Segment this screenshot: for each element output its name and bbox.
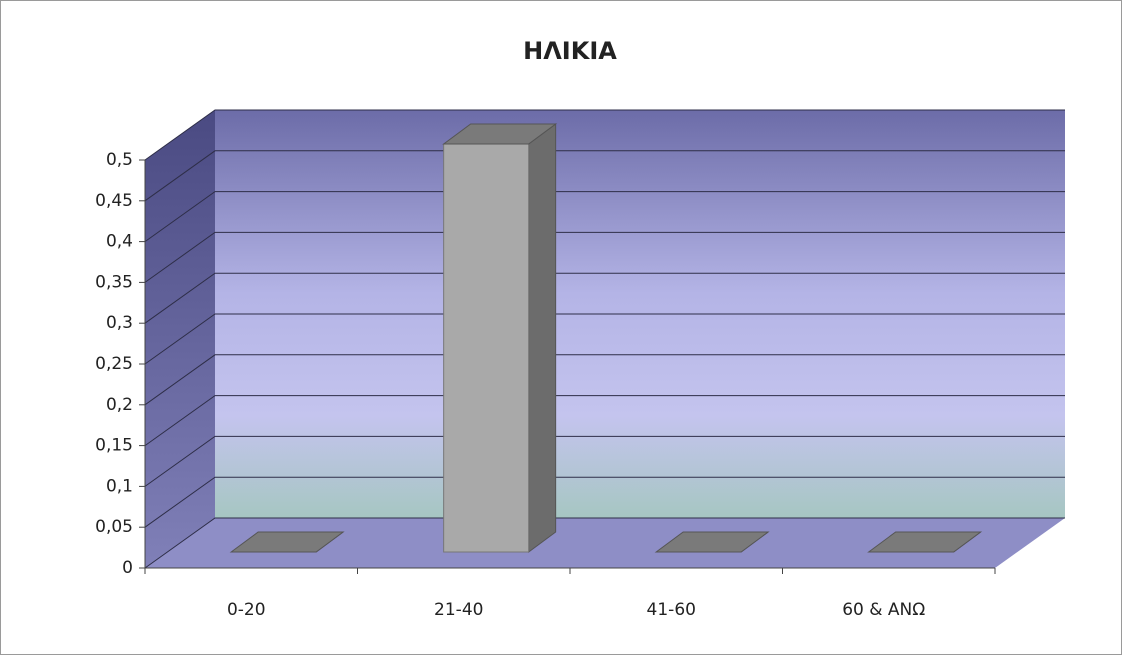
bar [443, 143, 530, 553]
bar-top [654, 531, 770, 553]
grid-line [144, 272, 1065, 324]
y-tick-label: 0,15 [95, 436, 133, 456]
x-tick-label: 41-60 [647, 600, 696, 620]
grid-line [144, 476, 1065, 528]
grid-line [144, 354, 1065, 406]
chart-title: ΗΛΙΚΙΑ [523, 37, 617, 65]
grid-line [144, 517, 1065, 569]
bar-side [528, 123, 557, 553]
x-tick-label: 21-40 [434, 600, 483, 620]
grid-line [144, 191, 1065, 243]
grid-line [144, 109, 1065, 161]
y-tick-label: 0,3 [106, 313, 133, 333]
bar-top [229, 531, 345, 553]
y-tick-label: 0,45 [95, 191, 133, 211]
grid-line [144, 231, 1065, 283]
grid-line [144, 150, 1065, 202]
grid-line [144, 313, 1065, 365]
bar-top [442, 123, 558, 145]
y-tick-label: 0,2 [106, 395, 133, 415]
y-tick-label: 0,35 [95, 272, 133, 292]
bar-top [867, 531, 983, 553]
y-tick-label: 0,05 [95, 517, 133, 537]
floor [145, 518, 1065, 568]
x-tick-label: 60 & ΑΝΩ [842, 600, 925, 620]
grid-line [144, 395, 1065, 447]
grid-line [144, 435, 1065, 487]
y-tick-label: 0,25 [95, 354, 133, 374]
x-tick-label: 0-20 [227, 600, 266, 620]
y-tick-label: 0 [122, 558, 133, 578]
y-tick-label: 0,1 [106, 476, 133, 496]
y-tick-label: 0,5 [106, 150, 133, 170]
y-tick-label: 0,4 [106, 232, 133, 252]
